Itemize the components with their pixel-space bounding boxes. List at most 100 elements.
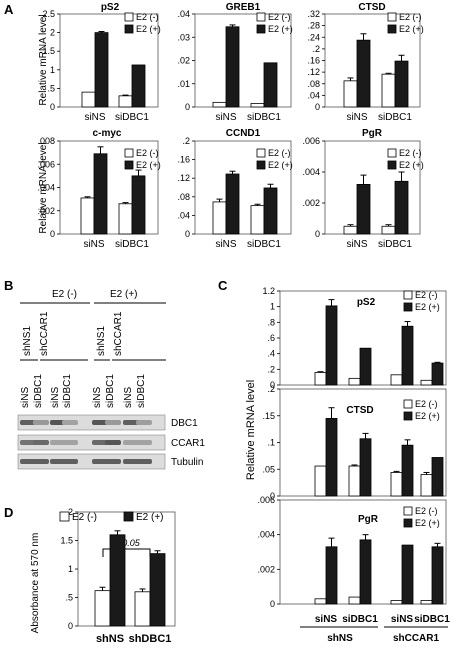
legend-swatch <box>59 511 70 522</box>
y-tick-label: .002 <box>302 198 320 208</box>
legend-swatch <box>387 24 397 34</box>
bar <box>93 153 108 235</box>
bar-chart-ccnd1: 0 .04 .08 .12 .16 .2 CCND1 E2 (-) E2 (+) siNS siDB… <box>177 128 292 250</box>
blot-band <box>20 420 36 425</box>
y-tick-label: .03 <box>177 32 190 42</box>
blot-band <box>105 440 121 445</box>
bar <box>390 374 403 386</box>
blot-band <box>33 440 49 445</box>
y-tick-label: 1 <box>270 302 275 312</box>
bar <box>381 73 396 108</box>
legend-label: E2 (-) <box>399 12 422 22</box>
y-tick-label: .006 <box>257 495 275 505</box>
bar <box>401 544 414 605</box>
si-label: siDBC1 <box>33 374 44 408</box>
p-value-label: p<0.05 <box>111 538 141 548</box>
legend: E2 (-) E2 (+) <box>387 148 424 170</box>
blot-band <box>92 440 108 445</box>
plot-frame <box>324 140 421 235</box>
panel-a-ylabel-top: Relative mRNA level <box>38 14 49 105</box>
bar <box>250 205 265 235</box>
bar <box>343 225 358 235</box>
y-tick-label: 2 <box>50 28 55 38</box>
si-label: siDBC1 <box>105 374 116 408</box>
bar <box>263 187 278 235</box>
chart-title: CTSD <box>358 2 385 13</box>
blot-band <box>136 440 152 445</box>
bar <box>401 444 414 497</box>
x-tick-label: siDBC1 <box>115 239 149 250</box>
bar <box>225 173 240 235</box>
y-tick-label: 1.5 <box>42 46 55 56</box>
blot-band <box>105 420 121 425</box>
bar <box>420 600 433 605</box>
bar <box>131 175 146 235</box>
bar <box>431 546 444 605</box>
y-tick-label: .2 <box>182 136 190 146</box>
y-tick-label: .15 <box>262 411 275 421</box>
blot-group-label-plus: E2 (+) <box>110 289 138 300</box>
legend-label: E2 (-) <box>268 148 291 158</box>
y-tick-label: 0 <box>270 380 275 390</box>
bar-chart-ps2: 0 .5 1 1.5 2 2.5 pS2 E2 (-) E2 (+) siNS siDBC1 <box>42 2 160 123</box>
chart-title: PgR <box>358 514 379 525</box>
si-label: siNS <box>20 387 31 408</box>
bar <box>390 472 403 497</box>
bar-chart-ps2: 0 .2 .4 .6 .8 1 1.2 pS2 E2 (-) E2 (+) <box>262 286 447 390</box>
si-label: siNS <box>92 387 103 408</box>
y-tick-label: .32 <box>307 9 320 19</box>
legend: E2 (-) E2 (+) <box>403 290 440 312</box>
legend-swatch <box>403 290 413 300</box>
x-tick-label: siDBC1 <box>414 614 450 625</box>
panel-letter-b: B <box>4 278 13 293</box>
bar <box>359 539 372 605</box>
y-tick-label: .004 <box>257 530 275 540</box>
panel-letter-c: C <box>218 278 228 293</box>
x-tick-label: siNS <box>215 112 236 123</box>
legend-label: E2 (-) <box>415 506 438 516</box>
significance-bracket <box>102 548 151 557</box>
bar <box>325 305 338 386</box>
bar <box>212 201 227 235</box>
x-tick-label: siNS <box>84 112 105 123</box>
blot-band <box>92 459 108 464</box>
legend-swatch <box>256 12 266 22</box>
panel-letter-d: D <box>4 505 13 520</box>
legend: E2 (-) E2 (+) <box>59 511 164 523</box>
y-tick-label: .5 <box>47 83 55 93</box>
y-tick-label: .4 <box>267 349 275 359</box>
y-tick-label: 2.5 <box>42 9 55 19</box>
blot-band <box>33 420 49 425</box>
bar <box>263 62 278 108</box>
bar-chart-pgr: 0 .002 .004 .006 PgR E2 (-) E2 (+) <box>257 495 447 609</box>
legend-label: E2 (-) <box>136 148 159 158</box>
blot-band <box>62 459 78 464</box>
bar <box>109 534 126 627</box>
blot-strip <box>17 453 166 470</box>
bar <box>381 225 396 235</box>
legend-swatch <box>403 506 413 516</box>
blot-band <box>105 459 121 464</box>
bar <box>314 598 327 605</box>
legend-label: E2 (-) <box>415 399 438 409</box>
y-tick-label: .05 <box>262 464 275 474</box>
bar <box>118 203 133 235</box>
bar <box>134 591 151 627</box>
sh-label: shCCAR1 <box>113 311 124 356</box>
legend-swatch <box>403 411 413 421</box>
legend-swatch <box>403 399 413 409</box>
y-tick-label: .16 <box>177 155 190 165</box>
bar-chart-absorbance: 0 .5 1 1.5 2 E2 (-) E2 (+) <box>59 507 176 631</box>
bar <box>314 465 327 497</box>
y-tick-label: .6 <box>267 333 275 343</box>
x-tick-label: siDBC1 <box>378 239 412 250</box>
y-tick-label: .1 <box>267 438 275 448</box>
bar-chart-pgr: 0 .002 .004 .006 PgR E2 (-) E2 (+) siNS siDBC1 <box>302 128 423 250</box>
bar <box>394 180 409 235</box>
bar <box>325 418 338 497</box>
blot-band <box>136 420 152 425</box>
y-tick-label: .12 <box>307 67 320 77</box>
bar-chart-greb1: 0 .01 .02 .03 .04 GREB1 E2 (-) E2 (+) siNS siDBC1 <box>177 2 292 123</box>
y-tick-label: .24 <box>307 32 320 42</box>
blot-band <box>123 420 139 425</box>
